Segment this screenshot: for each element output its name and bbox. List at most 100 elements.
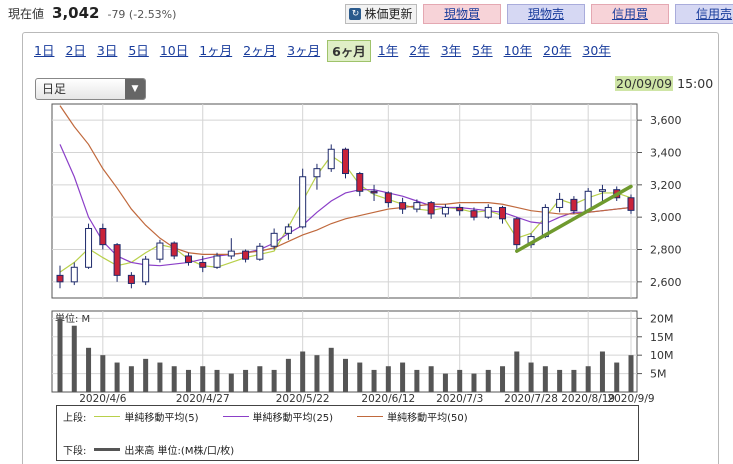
- y-tick-label: 3,400: [650, 147, 682, 160]
- period-tab[interactable]: 3ヶ月: [287, 43, 321, 58]
- volume-tick-label: 10M: [650, 349, 674, 362]
- candle-body: [127, 274, 135, 284]
- x-tick-label: 2020/6/12: [361, 393, 415, 405]
- legend-ma5-label: 単純移動平均(5): [124, 413, 199, 424]
- period-tab[interactable]: 3日: [96, 43, 118, 58]
- current-price-label: 現在値: [8, 7, 45, 21]
- volume-bar: [371, 369, 377, 392]
- candle-body: [513, 218, 521, 246]
- volume-bar: [500, 366, 506, 392]
- current-price-value: 3,042: [52, 4, 100, 22]
- volume-bar: [614, 362, 620, 392]
- volume-bar: [314, 355, 320, 392]
- legend-ma5: 単純移動平均(5): [94, 409, 199, 424]
- volume-bar: [571, 369, 577, 392]
- x-tick-label: 2020/7/28: [504, 393, 558, 405]
- volume-bar: [228, 373, 234, 392]
- candle-body: [356, 173, 364, 192]
- candle-body: [427, 202, 435, 215]
- margin-buy-button[interactable]: 信用買: [591, 4, 669, 24]
- period-tab[interactable]: 1ヶ月: [199, 43, 233, 58]
- chart-time: 15:00: [677, 76, 714, 91]
- period-tab[interactable]: 2日: [65, 43, 86, 58]
- candle-body: [384, 192, 392, 204]
- candle-body: [113, 244, 121, 276]
- volume-bar: [343, 358, 348, 392]
- volume-tick-label: 20M: [650, 312, 674, 325]
- x-tick-label: 2020/8/19: [561, 393, 615, 405]
- update-price-label: 株価更新: [364, 7, 413, 21]
- candle-body: [70, 266, 78, 283]
- volume-unit-label: 単位: M: [55, 312, 90, 325]
- margin-sell-button[interactable]: 信用売: [675, 4, 733, 24]
- y-tick-label: 3,000: [650, 211, 682, 224]
- volume-bar: [243, 369, 249, 392]
- volume-bar: [528, 362, 534, 392]
- candle-body: [56, 274, 64, 283]
- period-tab[interactable]: 10年: [503, 43, 532, 58]
- period-tab[interactable]: 5年: [472, 43, 493, 58]
- chevron-down-icon[interactable]: ▼: [125, 79, 145, 99]
- volume-bar: [285, 358, 291, 392]
- period-tab[interactable]: 1年: [377, 43, 399, 58]
- price-panel: [51, 103, 638, 299]
- update-price-button[interactable]: ↻ 株価更新: [345, 4, 417, 24]
- volume-bar: [400, 362, 406, 392]
- candle-body: [284, 226, 292, 234]
- candle-body: [227, 250, 235, 257]
- period-tab[interactable]: 3年: [440, 43, 462, 58]
- volume-bar: [214, 369, 220, 392]
- period-tab[interactable]: 6ヶ月: [327, 40, 371, 62]
- chart-legend: 上段: 単純移動平均(5) 単純移動平均(25) 単純移動平均(50) 下段: …: [56, 405, 639, 461]
- trendline: [515, 184, 633, 253]
- candle-body: [556, 198, 564, 208]
- candle-body: [627, 197, 635, 211]
- candle-body: [470, 210, 478, 218]
- candle-body: [342, 148, 349, 175]
- volume-bar: [271, 369, 277, 392]
- candle-body: [456, 206, 464, 212]
- period-tab[interactable]: 10日: [159, 43, 189, 58]
- candle-body: [327, 148, 335, 170]
- volume-bar: [71, 325, 77, 392]
- price-bar: 現在値 3,042 -79 (-2.53%): [8, 4, 176, 24]
- candle-body: [156, 242, 164, 260]
- volume-bar: [171, 366, 177, 392]
- volume-bar: [185, 369, 191, 392]
- legend-ma50-label: 単純移動平均(50): [387, 413, 468, 424]
- volume-bar: [257, 366, 263, 392]
- period-tab[interactable]: 5日: [128, 43, 149, 58]
- y-tick-label: 2,800: [650, 244, 682, 257]
- ma-line: [59, 144, 632, 267]
- chart-type-value: 日足: [42, 82, 67, 96]
- volume-bar: [114, 362, 120, 392]
- period-tab[interactable]: 2ヶ月: [243, 43, 277, 58]
- chart-type-select[interactable]: 日足 ▼: [35, 78, 146, 100]
- candle-body: [99, 227, 107, 246]
- legend-upper-row: 上段: 単純移動平均(5) 単純移動平均(25) 単純移動平均(50): [63, 409, 484, 424]
- chart-date: 20/09/09: [615, 76, 674, 91]
- x-tick-label: 2020/4/27: [176, 393, 230, 405]
- chart-timestamp: 20/09/09 15:00: [615, 76, 713, 91]
- volume-bar: [557, 369, 563, 392]
- legend-volume-swatch: [94, 448, 121, 451]
- candle-body: [299, 176, 307, 228]
- volume-bar: [57, 318, 63, 392]
- volume-bar: [428, 366, 434, 392]
- volume-bar: [385, 366, 391, 392]
- period-tab[interactable]: 2年: [409, 43, 430, 58]
- volume-bar: [442, 373, 448, 392]
- period-tab[interactable]: 30年: [582, 43, 611, 58]
- period-tab[interactable]: 20年: [543, 43, 572, 58]
- legend-upper-label: 上段:: [63, 413, 87, 424]
- y-tick-label: 3,200: [650, 179, 682, 192]
- ma-line: [59, 105, 632, 255]
- candle-body: [85, 227, 93, 268]
- period-tab[interactable]: 1日: [34, 43, 55, 58]
- volume-bar: [471, 373, 477, 392]
- x-tick-label: 2020/9/9: [607, 393, 654, 405]
- action-buttons: ↻ 株価更新 現物買 現物売 信用買 信用売: [345, 4, 733, 24]
- spot-buy-button[interactable]: 現物買: [423, 4, 501, 24]
- candle-body: [598, 189, 606, 192]
- spot-sell-button[interactable]: 現物売: [507, 4, 585, 24]
